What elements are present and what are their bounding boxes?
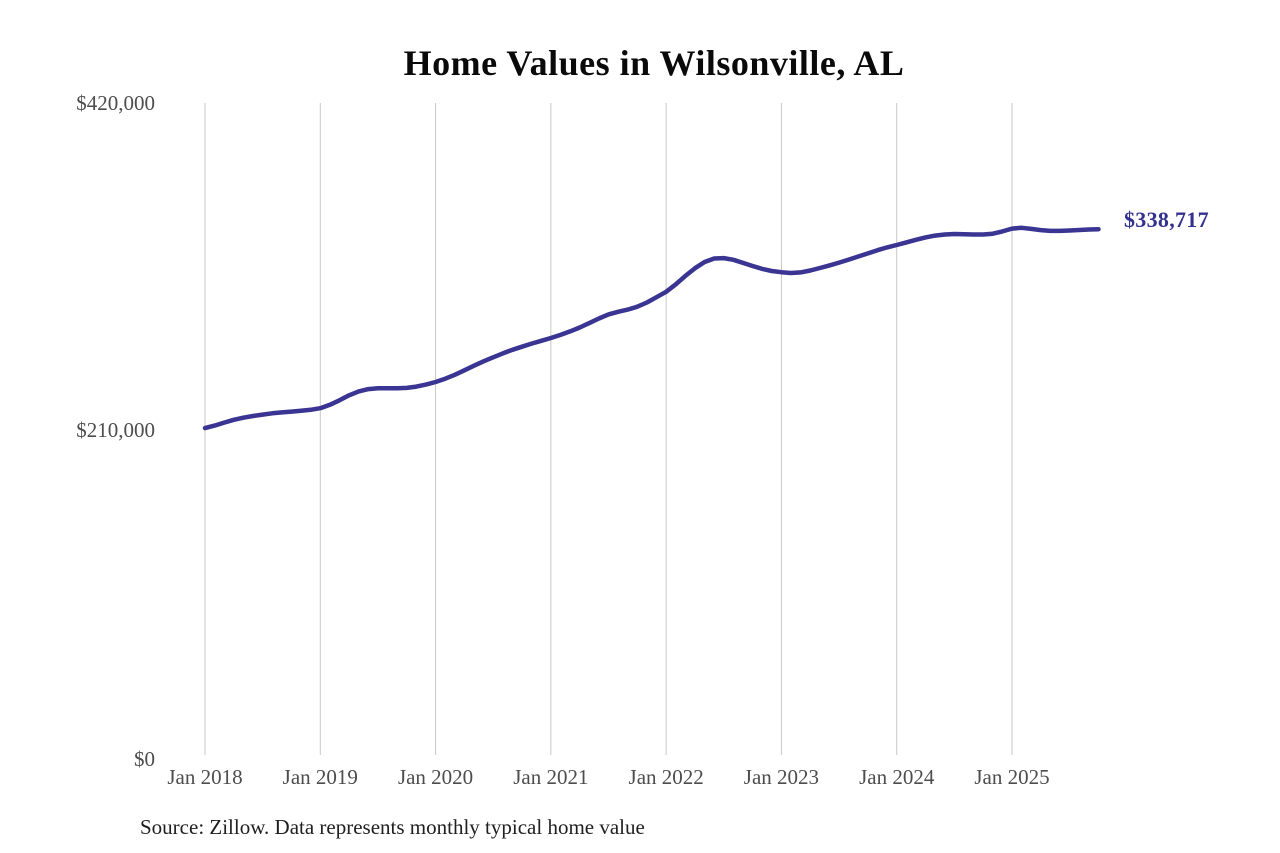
y-tick-label-420000: $420,000 — [76, 91, 155, 115]
source-note: Source: Zillow. Data represents monthly … — [140, 815, 645, 839]
gridlines — [204, 103, 1013, 755]
x-tick-label: Jan 2025 — [974, 765, 1050, 789]
chart-title: Home Values in Wilsonville, AL — [403, 43, 905, 83]
x-tick-label: Jan 2023 — [743, 765, 820, 789]
x-tick-label: Jan 2021 — [513, 765, 589, 789]
x-tick-label: Jan 2018 — [167, 765, 243, 789]
y-tick-label-210000: $210,000 — [76, 418, 155, 442]
x-tick-label: Jan 2020 — [397, 765, 474, 789]
home-value-line — [202, 225, 1101, 431]
x-tick-label: Jan 2019 — [282, 765, 358, 789]
x-tick-label: Jan 2024 — [859, 765, 935, 789]
x-tick-label: Jan 2022 — [628, 765, 704, 789]
current-value-label: $338,717 — [1124, 207, 1209, 232]
y-tick-label-0: $0 — [134, 747, 155, 771]
